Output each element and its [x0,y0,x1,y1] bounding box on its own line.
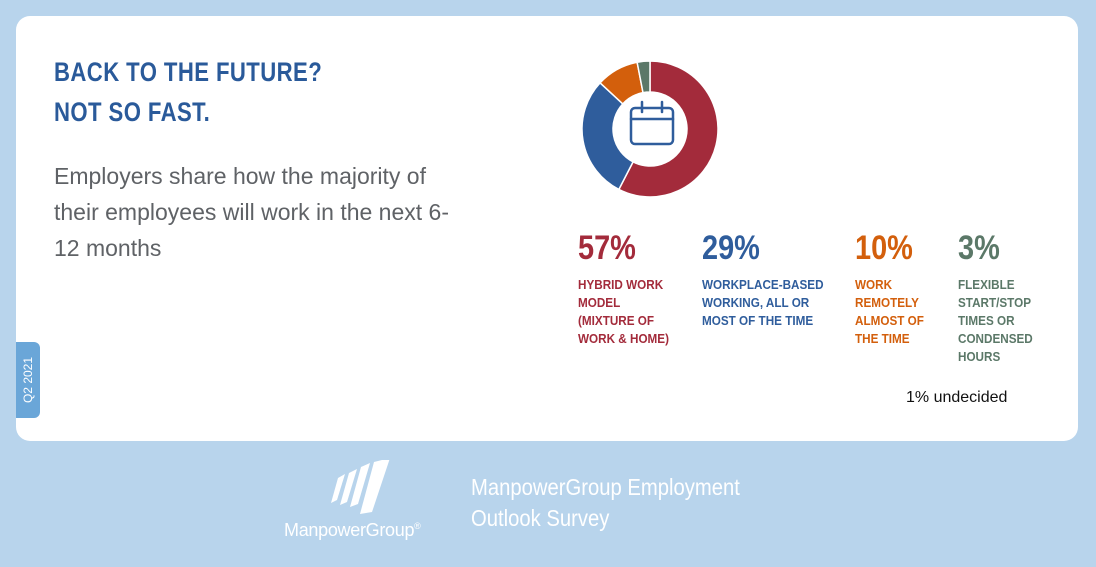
brand-registered-mark: ® [414,521,421,531]
survey-title-line-2: Outlook Survey [471,505,610,531]
brand-wordmark: ManpowerGroup® [284,520,421,541]
stat-remote-label: WORK REMOTELY ALMOST OF THE TIME [855,277,924,346]
headline-line-2: NOT SO FAST. [54,97,211,127]
survey-title: ManpowerGroup Employment Outlook Survey [471,472,740,534]
headline: BACK TO THE FUTURE? NOT SO FAST. [54,52,322,132]
slice-workplace [581,81,635,191]
calendar-icon [629,100,675,146]
manpowergroup-logo-icon [331,460,390,514]
slice-flexible [636,60,651,94]
subtitle: Employers share how the majority of thei… [54,163,449,261]
donut-chart [581,60,719,198]
brand-name: ManpowerGroup [284,520,415,540]
stat-workplace-label: WORKPLACE-BASED WORKING, ALL OR MOST OF … [702,277,824,328]
stat-hybrid-label: HYBRID WORK MODEL (MIXTURE OF WORK & HOM… [578,277,669,346]
quarter-label: Q2 2021 [21,356,35,404]
stat-hybrid-value: 57% [578,229,636,267]
stat-workplace: 29% WORKPLACE-BASED WORKING, ALL OR MOST… [702,228,837,330]
infographic-card [16,16,1078,441]
stat-remote: 10% WORK REMOTELY ALMOST OF THE TIME [855,228,932,348]
stat-flexible: 3% FLEXIBLE START/STOP TIMES OR CONDENSE… [958,228,1041,366]
stat-flexible-label: FLEXIBLE START/STOP TIMES OR CONDENSED H… [958,277,1033,364]
headline-line-1: BACK TO THE FUTURE? [54,57,323,87]
slice-hybrid [617,60,719,198]
undecided-note: 1% undecided [906,389,1008,406]
stat-remote-value: 10% [855,229,913,267]
stat-hybrid: 57% HYBRID WORK MODEL (MIXTURE OF WORK &… [578,228,679,348]
stat-workplace-value: 29% [702,229,760,267]
quarter-tab: Q2 2021 [16,342,40,418]
survey-title-line-1: ManpowerGroup Employment [471,474,740,500]
stat-flexible-value: 3% [958,229,1000,267]
